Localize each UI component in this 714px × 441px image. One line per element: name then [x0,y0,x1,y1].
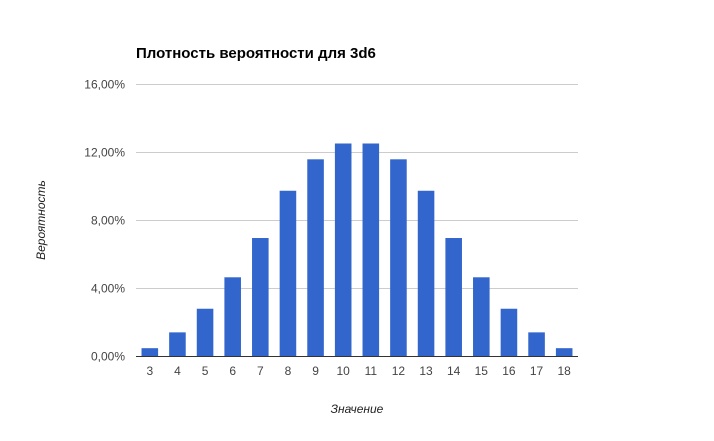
bar [473,277,490,356]
x-tick-label: 5 [202,364,209,378]
bar [500,308,518,356]
bar [224,277,241,356]
y-tick-label: 4,00% [91,282,125,296]
x-tick-label: 3 [146,364,153,378]
x-tick-label: 16 [502,364,516,378]
bar [169,332,186,356]
bar [252,238,269,356]
x-tick-label: 4 [174,364,181,378]
bar [307,159,324,356]
y-tick-label: 8,00% [91,214,125,228]
bar [445,238,462,356]
x-tick-label: 8 [285,364,292,378]
x-tick-label: 7 [257,364,264,378]
x-tick-label: 17 [530,364,544,378]
bar [141,348,159,356]
bar [390,159,407,356]
x-tick-label: 11 [365,364,378,378]
x-tick-label: 6 [229,364,236,378]
bar [555,348,573,356]
bar [362,143,380,356]
y-tick-label: 16,00% [84,78,125,92]
bar [334,143,352,356]
bar [528,332,545,356]
x-tick-label: 10 [337,364,351,378]
x-tick-label: 9 [312,364,319,378]
y-tick-label: 0,00% [91,350,125,364]
bar [279,190,297,356]
bar [196,308,214,356]
bar [417,190,435,356]
chart-title: Плотность вероятности для 3d6 [136,45,376,62]
y-tick-label: 12,00% [84,146,125,160]
x-axis-title: Значение [330,402,384,416]
x-tick-label: 14 [447,364,461,378]
x-tick-label: 13 [419,364,433,378]
x-tick-label: 18 [558,364,572,378]
x-tick-label: 15 [475,364,489,378]
x-tick-label: 12 [392,364,406,378]
